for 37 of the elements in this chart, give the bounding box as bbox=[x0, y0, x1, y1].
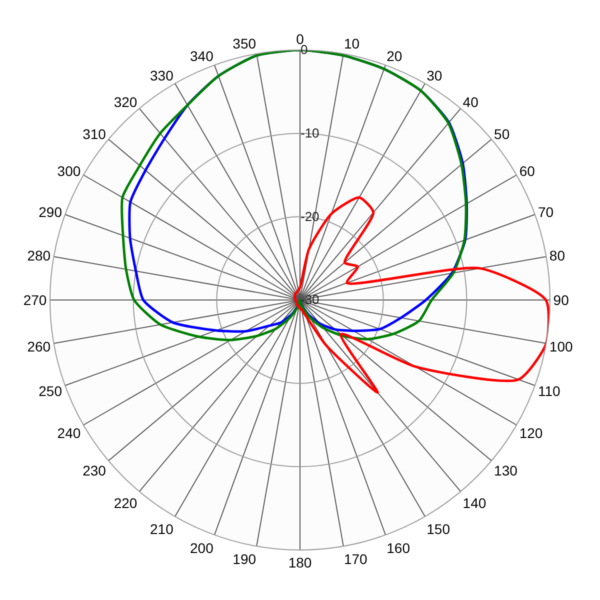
spoke-label: 180 bbox=[288, 554, 312, 570]
y-tick-label: -10 bbox=[300, 126, 320, 141]
spoke-label: 70 bbox=[538, 204, 554, 220]
y-tick-label: -20 bbox=[300, 208, 320, 224]
spoke-label: 310 bbox=[82, 126, 106, 142]
spoke-label: 90 bbox=[553, 292, 570, 308]
spoke-label: 170 bbox=[344, 551, 368, 568]
spoke-label: 280 bbox=[27, 247, 51, 264]
spoke-label: 320 bbox=[114, 94, 138, 110]
spoke-label: 240 bbox=[57, 424, 81, 441]
spoke-label: 210 bbox=[150, 520, 174, 537]
spoke-label: 160 bbox=[386, 540, 410, 556]
spoke-label: 260 bbox=[27, 338, 51, 354]
spoke-label: 130 bbox=[494, 462, 518, 479]
spoke-label: 300 bbox=[57, 163, 81, 180]
spoke-label: 50 bbox=[494, 126, 510, 142]
spoke-label: 40 bbox=[462, 94, 479, 110]
spoke-label: 30 bbox=[426, 68, 442, 84]
spoke-label: 110 bbox=[538, 383, 561, 400]
spoke-label: 290 bbox=[38, 204, 62, 220]
spoke-label: 350 bbox=[232, 36, 256, 52]
spoke-label: 340 bbox=[190, 48, 214, 64]
spoke-label: 190 bbox=[232, 551, 256, 568]
spoke-label: 60 bbox=[519, 163, 536, 180]
spoke-label: 330 bbox=[150, 68, 174, 84]
spoke-label: 270 bbox=[23, 292, 47, 308]
spoke-label: 80 bbox=[549, 247, 566, 264]
spoke-label: 120 bbox=[519, 424, 543, 441]
spoke-label: 100 bbox=[549, 338, 574, 354]
spoke-label: 200 bbox=[190, 540, 214, 556]
spoke-label: 220 bbox=[114, 494, 138, 511]
spoke-label: 140 bbox=[462, 494, 486, 511]
spoke-label: 150 bbox=[426, 520, 450, 537]
spoke-label: 250 bbox=[38, 383, 62, 400]
spoke-label: 10 bbox=[344, 36, 360, 52]
spoke-label: 230 bbox=[82, 462, 106, 479]
spoke-label: 20 bbox=[386, 48, 402, 64]
